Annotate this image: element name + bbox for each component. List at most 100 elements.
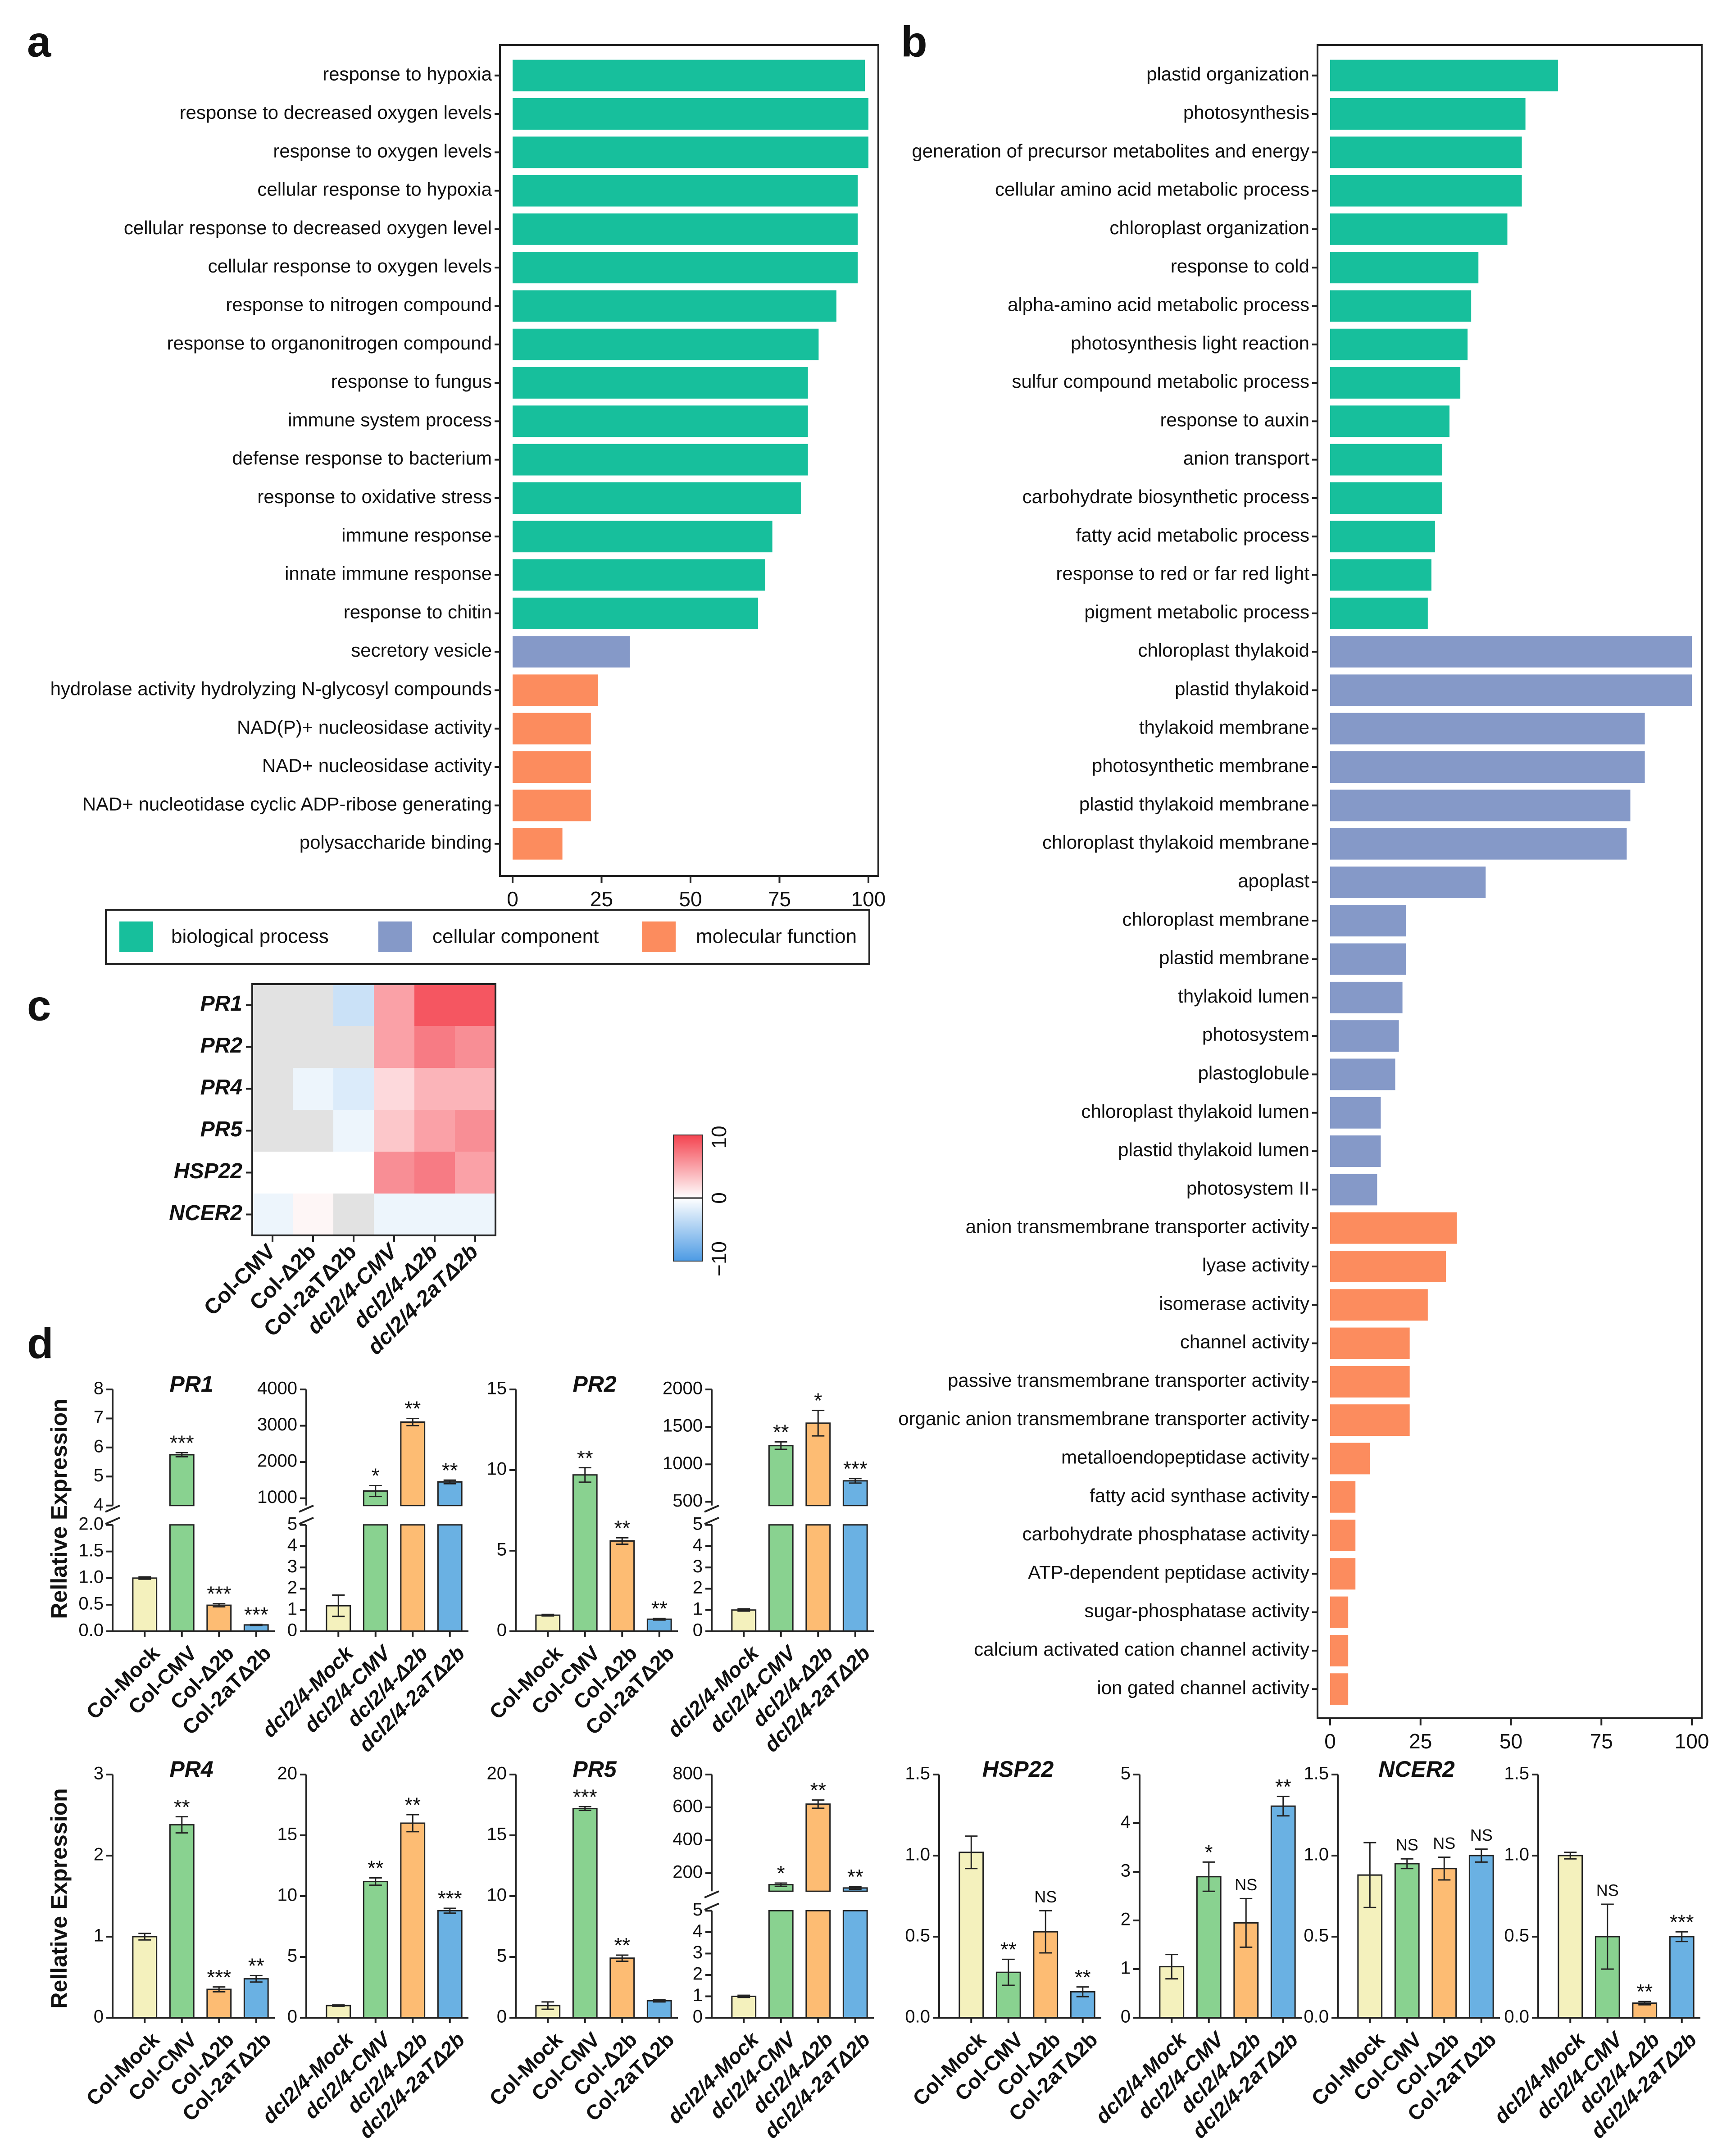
- category-label: polysaccharide binding: [300, 832, 492, 853]
- heatmap-cell: [293, 1068, 333, 1110]
- heatmap-cell: [252, 984, 293, 1026]
- category-label: alpha-amino acid metabolic process: [1008, 294, 1309, 315]
- significance-label: ***: [573, 1785, 597, 1809]
- bar-0: [959, 1852, 984, 2019]
- significance-label: NS: [1396, 1836, 1418, 1854]
- bar-3-lower: [842, 1524, 868, 1632]
- bar-2: [400, 1822, 426, 2019]
- y-tick-label: 1: [94, 1926, 104, 1946]
- legend: biological process cellular component mole…: [105, 909, 870, 965]
- y-tick-label: 1000: [663, 1453, 703, 1473]
- significance-label: **: [847, 1865, 863, 1888]
- legend-label: cellular component: [432, 926, 599, 948]
- category-label: NAD+ nucleotidase cyclic ADP-ribose gene…: [82, 793, 492, 814]
- bar-2: [609, 1540, 635, 1632]
- y-tick-label: 0.5: [905, 1926, 930, 1946]
- y-tick-label: 0.0: [1504, 2007, 1529, 2027]
- heatmap-cell: [333, 984, 374, 1026]
- bar-b-12: [1330, 521, 1435, 553]
- category-label: isomerase activity: [1159, 1293, 1309, 1314]
- category-label: chloroplast thylakoid membrane: [1042, 832, 1309, 853]
- heatmap-cell: [455, 1194, 495, 1235]
- legend-frame: [105, 909, 870, 965]
- y-tick-label: 8: [94, 1379, 104, 1398]
- category-label: cellular amino acid metabolic process: [995, 179, 1309, 200]
- bar-b-29: [1330, 1174, 1377, 1206]
- heatmap-cell: [455, 1152, 495, 1194]
- y-tick-label: 1.0: [1304, 1845, 1329, 1865]
- category-label: carbohydrate phosphatase activity: [1022, 1523, 1309, 1544]
- y-tick-label: 3: [287, 1557, 297, 1576]
- y-tick-label: 200: [672, 1862, 703, 1882]
- bar-0: [326, 1605, 351, 1632]
- chart-title: PR5: [572, 1757, 617, 1782]
- category-label: response to chitin: [344, 601, 492, 622]
- heatmap-cell: [414, 1194, 455, 1235]
- category-label: plastid thylakoid lumen: [1118, 1139, 1309, 1160]
- y-tick-label: 1.5: [1504, 1764, 1529, 1784]
- significance-label: NS: [1235, 1875, 1257, 1894]
- bar-0: [132, 1577, 158, 1632]
- significance-label: *: [814, 1389, 822, 1412]
- bar-b-41: [1330, 1634, 1349, 1666]
- category-label: response to fungus: [331, 371, 492, 392]
- bar-a-15: [513, 636, 630, 668]
- expression-chart-9: 012345dcl2/4-Mock*dcl2/4-CMVNSdcl2/4-Δ2b…: [1090, 1764, 1302, 2143]
- significance-label: ***: [843, 1457, 868, 1480]
- y-tick-label: 15: [487, 1379, 507, 1398]
- bar-1-upper: [768, 1445, 794, 1507]
- bar-b-22: [1330, 905, 1406, 937]
- bar-b-20: [1330, 828, 1627, 860]
- axis-break-mark: [704, 1890, 719, 1911]
- y-tick-label: 15: [277, 1825, 298, 1844]
- bar-0: [731, 1609, 757, 1632]
- category-label: response to red or far red light: [1056, 563, 1309, 584]
- significance-label: **: [651, 1597, 668, 1620]
- significance-label: **: [404, 1397, 421, 1421]
- bar-b-40: [1330, 1596, 1349, 1628]
- legend-swatch-mf: [642, 921, 676, 952]
- significance-label: **: [577, 1446, 593, 1470]
- y-tick-label: 1: [287, 1599, 297, 1619]
- bar-b-5: [1330, 252, 1479, 284]
- y-tick-label: 2000: [257, 1451, 297, 1471]
- bar-b-35: [1330, 1404, 1410, 1436]
- heatmap-cell: [414, 1152, 455, 1194]
- heatmap-cell: [293, 1110, 333, 1152]
- x-tick-label: 75: [768, 887, 791, 911]
- y-tick-label: 1000: [257, 1487, 297, 1507]
- bar-a-9: [513, 405, 808, 437]
- chart-title: PR1: [169, 1371, 213, 1397]
- bar-b-7: [1330, 328, 1468, 360]
- significance-label: ***: [1670, 1910, 1694, 1934]
- bar-b-17: [1330, 713, 1645, 744]
- y-tick-label: 3: [693, 1557, 703, 1576]
- bar-2: [206, 1988, 232, 2019]
- y-tick-label: 1.5: [1304, 1764, 1329, 1784]
- heatmap-cell: [414, 1026, 455, 1068]
- significance-label: ***: [207, 1582, 231, 1606]
- bar-b-2: [1330, 136, 1522, 168]
- bar-b-16: [1330, 674, 1692, 706]
- y-tick-label: 1: [693, 1985, 703, 2005]
- y-tick-label: 0.5: [78, 1593, 104, 1613]
- category-label: sugar-phosphatase activity: [1084, 1600, 1309, 1621]
- significance-label: NS: [1034, 1888, 1057, 1906]
- y-tick-label: 0: [1121, 2007, 1131, 2027]
- heatmap-cell: [293, 1152, 333, 1194]
- bar-a-1: [513, 98, 868, 130]
- heatmap-cell: [414, 984, 455, 1026]
- bar-3-lower: [437, 1524, 463, 1632]
- bar-b-24: [1330, 981, 1403, 1013]
- bar-2-upper: [805, 1422, 831, 1507]
- heatmap-cell: [333, 1110, 374, 1152]
- heatmap-cell: [374, 1110, 414, 1152]
- bar-3-upper: [437, 1481, 463, 1507]
- bar-b-36: [1330, 1443, 1370, 1475]
- category-label: chloroplast thylakoid lumen: [1081, 1101, 1309, 1122]
- bar-b-26: [1330, 1058, 1395, 1090]
- bar-3-lower: [842, 1910, 868, 2019]
- panel-label-a: a: [27, 18, 51, 66]
- y-tick-label: 6: [94, 1436, 104, 1456]
- category-label: NAD(P)+ nucleosidase activity: [237, 717, 492, 738]
